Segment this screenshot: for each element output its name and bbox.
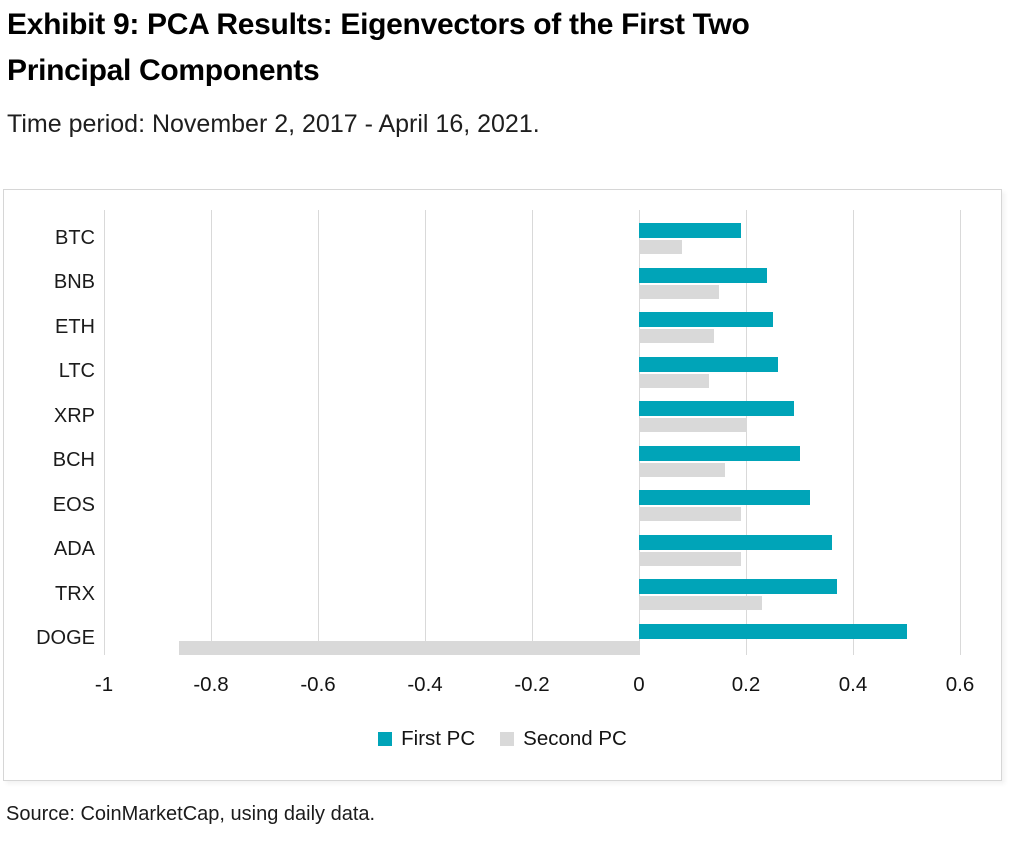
legend: First PC Second PC [4, 727, 1001, 751]
gridline--1 [104, 210, 105, 655]
category-row-ltc: LTC [59, 344, 960, 389]
x-tick-label: -0.2 [514, 673, 550, 696]
first-pc-bar-xrp [639, 401, 795, 416]
x-tick-label: -0.8 [193, 673, 229, 696]
legend-label: First PC [401, 727, 476, 750]
category-label: ETH [55, 315, 95, 338]
gridline-0.2 [746, 210, 747, 655]
second-pc-bar-eth [639, 329, 714, 343]
second-pc-bar-trx [639, 596, 763, 610]
chart-frame: BTC BNB ETH LTC XRP BCH EOS ADA TRX DOGE -1 -0.8 -0… [3, 189, 1002, 781]
legend-swatch-icon [500, 732, 515, 746]
plot-area: BTC BNB ETH LTC XRP BCH EOS ADA TRX DOGE [36, 210, 961, 656]
x-tick-label: 0 [633, 673, 645, 696]
second-pc-bar-bch [639, 462, 725, 477]
category-label: TRX [55, 582, 95, 605]
gridline--0.8 [211, 210, 212, 655]
second-pc-bar-bnb [639, 284, 720, 299]
category-row-eos: EOS [53, 477, 960, 522]
category-row-doge: DOGE [36, 611, 960, 656]
second-pc-bar-ada [639, 551, 741, 566]
gridline--0.6 [318, 210, 319, 655]
first-pc-bar-doge [639, 623, 907, 639]
legend-label: Second PC [523, 727, 627, 750]
x-tick-label: -0.4 [407, 673, 443, 696]
category-label: DOGE [36, 627, 95, 650]
second-pc-bar-doge [178, 640, 639, 655]
category-label: LTC [58, 360, 95, 383]
category-row-bch: BCH [53, 433, 960, 478]
second-pc-bar-eos [639, 507, 741, 521]
first-pc-bar-btc [639, 223, 741, 238]
legend-swatch-icon [378, 732, 393, 746]
x-axis: -1 -0.8 -0.6 -0.4 -0.2 0 0.2 0.4 0.6 [95, 673, 974, 701]
exhibit-title-line1: Exhibit 9: PCA Results: Eigenvectors of … [7, 8, 750, 41]
x-tick-label: -0.6 [300, 673, 336, 696]
gridline-0 [639, 210, 640, 655]
first-pc-bar-bnb [639, 267, 768, 283]
source-note: Source: CoinMarketCap, using daily data. [6, 803, 376, 825]
gridline-0.6 [960, 210, 961, 655]
category-label: BNB [53, 271, 95, 294]
x-tick-label: 0.6 [945, 673, 975, 696]
category-label: EOS [52, 493, 95, 516]
legend-item-second-pc: Second PC [500, 727, 627, 751]
exhibit-title-line2: Principal Components [7, 54, 320, 87]
first-pc-bar-eos [639, 490, 811, 505]
category-row-ada: ADA [54, 522, 960, 567]
first-pc-bar-trx [639, 579, 837, 594]
first-pc-bar-ltc [639, 356, 779, 372]
first-pc-bar-ada [639, 534, 832, 550]
second-pc-bar-btc [639, 240, 682, 254]
category-label: BCH [52, 449, 95, 472]
x-tick-label: 0.4 [838, 673, 868, 696]
x-tick-label: 0.2 [731, 673, 761, 696]
first-pc-bar-eth [639, 312, 773, 327]
second-pc-bar-xrp [639, 418, 746, 432]
category-row-xrp: XRP [54, 388, 960, 433]
second-pc-bar-ltc [639, 373, 709, 388]
time-period-subtitle: Time period: November 2, 2017 - April 16… [7, 110, 540, 138]
gridline--0.2 [532, 210, 533, 655]
category-label: BTC [55, 226, 95, 249]
category-row-btc: BTC [55, 210, 960, 255]
category-label: ADA [53, 538, 95, 561]
exhibit-title: Exhibit 9: PCA Results: Eigenvectors of … [7, 2, 750, 94]
first-pc-bar-bch [639, 445, 800, 461]
category-row-eth: ETH [55, 299, 960, 344]
gridline--0.4 [425, 210, 426, 655]
x-tick-label: -1 [94, 673, 114, 696]
category-row-bnb: BNB [54, 255, 960, 300]
category-row-trx: TRX [55, 566, 960, 611]
category-label: XRP [53, 404, 95, 427]
legend-item-first-pc: First PC [378, 727, 475, 751]
bar-rows: BTC BNB ETH LTC XRP BCH EOS ADA TRX DOGE [36, 210, 960, 656]
gridline-0.4 [853, 210, 854, 655]
